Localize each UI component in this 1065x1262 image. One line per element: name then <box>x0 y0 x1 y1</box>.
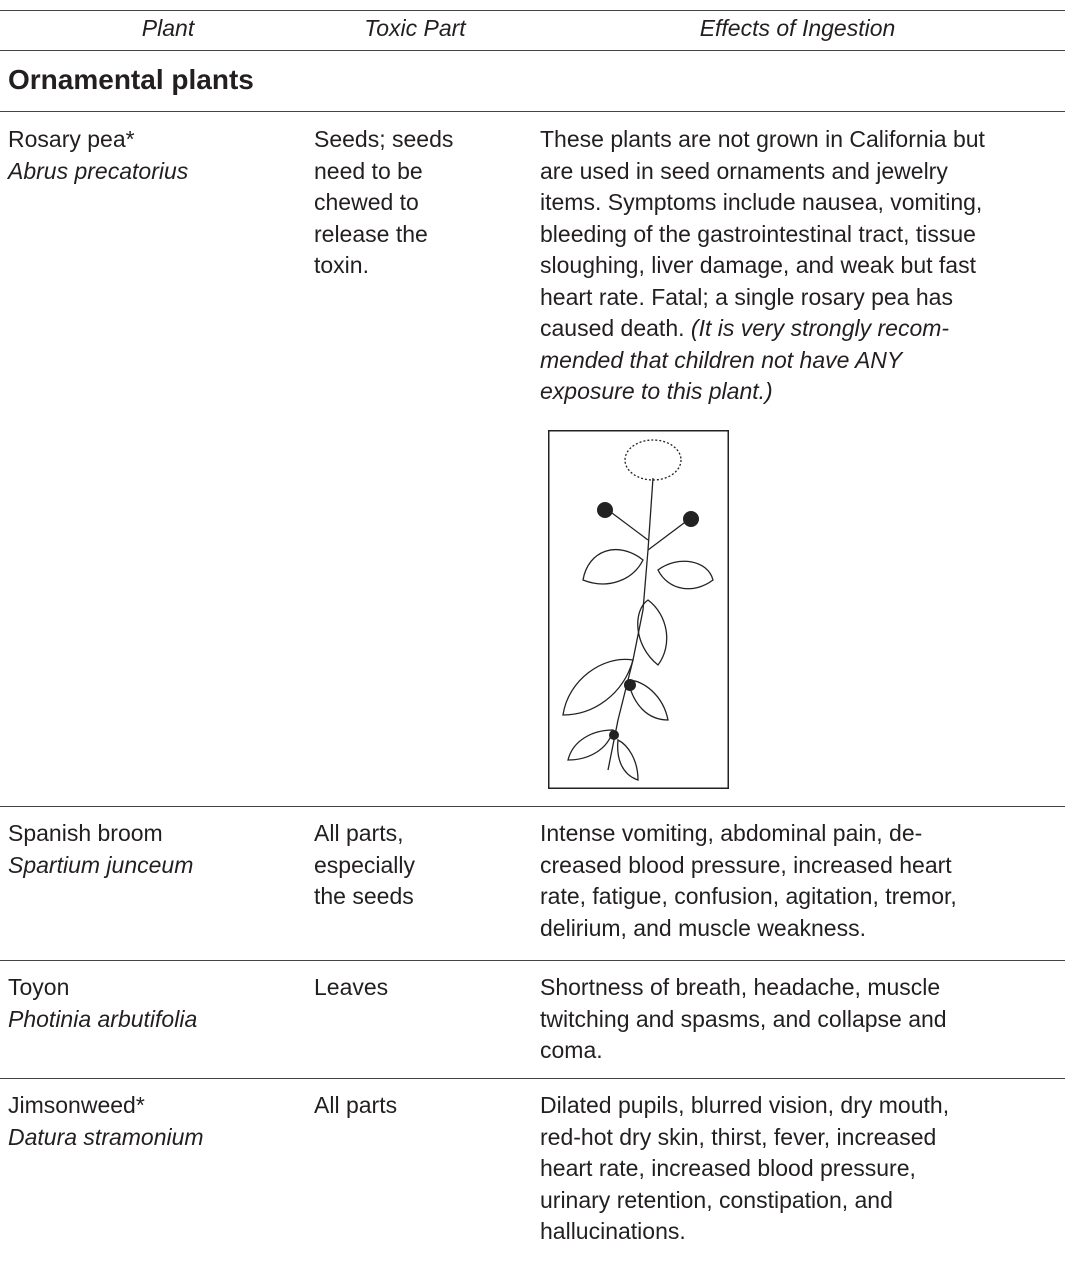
rule <box>0 10 1065 11</box>
plant-cell: Spanish broom Spartium junceum <box>8 818 298 881</box>
toxic-part-line: Seeds; seeds <box>314 126 454 152</box>
effects-cell: These plants are not grown in California… <box>540 124 1060 408</box>
effects-line: heart rate, increased blood pressure, <box>540 1155 916 1181</box>
toxic-part-cell: All parts <box>314 1090 524 1122</box>
effects-line: rate, fatigue, confusion, agitation, tre… <box>540 883 957 909</box>
toxic-part-cell: All parts, especially the seeds <box>314 818 524 913</box>
effects-line: Shortness of breath, headache, muscle <box>540 974 941 1000</box>
scientific-name: Photinia arbutifolia <box>8 1005 198 1032</box>
effects-line: red-hot dry skin, thirst, fever, increas… <box>540 1123 937 1150</box>
effects-line: creased blood pressure, increased heart <box>540 851 952 878</box>
rule <box>0 50 1065 51</box>
effects-cell: Intense vomiting, abdominal pain, de-cre… <box>540 818 1060 944</box>
scientific-name: Datura stramonium <box>8 1123 204 1150</box>
toxic-part-line: chewed to <box>314 189 419 215</box>
toxic-part-cell: Leaves <box>314 972 524 1004</box>
common-name: Toyon <box>8 974 70 1000</box>
effects-line: are used in seed ornaments and jewelry <box>540 157 948 184</box>
plant-cell: Toyon Photinia arbutifolia <box>8 972 298 1035</box>
effects-line: caused death. (It is very strongly recom… <box>540 313 1060 345</box>
note-line: mended that children not have ANY <box>540 346 903 373</box>
effects-cell: Dilated pupils, blurred vision, dry mout… <box>540 1090 1060 1248</box>
effects-line: coma. <box>540 1037 603 1063</box>
common-name: Rosary pea* <box>8 126 135 152</box>
rule <box>0 1078 1065 1079</box>
plant-illustration <box>548 430 729 789</box>
toxic-part-line: toxin. <box>314 252 369 278</box>
rule <box>0 111 1065 112</box>
plant-cell: Jimsonweed* Datura stramonium <box>8 1090 298 1153</box>
rule <box>0 960 1065 961</box>
toxic-part-line: All parts, <box>314 820 404 846</box>
section-title: Ornamental plants <box>8 64 254 95</box>
effects-line: sloughing, liver damage, and weak but fa… <box>540 252 976 278</box>
column-header: Toxic Part <box>364 15 466 41</box>
scientific-name: Abrus precatorius <box>8 157 189 184</box>
effects-line: urinary retention, constipation, and <box>540 1186 893 1213</box>
rule <box>0 806 1065 807</box>
column-header: Plant <box>141 15 195 41</box>
toxic-part-line: the seeds <box>314 883 414 909</box>
column-header: Effects of Ingestion <box>699 15 896 41</box>
effects-line: twitching and spasms, and collapse and <box>540 1005 947 1032</box>
effects-line: Dilated pupils, blurred vision, dry mout… <box>540 1092 950 1118</box>
effects-line: heart rate. Fatal; a single rosary pea h… <box>540 283 953 310</box>
note-line: exposure to this plant.) <box>540 378 773 404</box>
common-name: Jimsonweed* <box>8 1092 145 1118</box>
effects-line: delirium, and muscle weakness. <box>540 914 866 941</box>
effects-line: hallucinations. <box>540 1218 686 1244</box>
effects-line: items. Symptoms include nausea, vomiting… <box>540 189 983 215</box>
toxic-part-line: release the <box>314 220 428 247</box>
toxic-part-line: Leaves <box>314 974 389 1000</box>
toxic-part-line: All parts <box>314 1092 398 1118</box>
effects-line: Intense vomiting, abdominal pain, de- <box>540 820 923 846</box>
note-line: (It is very strongly recom- <box>690 315 950 341</box>
plant-cell: Rosary pea* Abrus precatorius <box>8 124 298 187</box>
toxic-part-cell: Seeds; seeds need to be chewed to release t… <box>314 124 524 282</box>
toxic-part-line: especially <box>314 851 415 878</box>
toxic-part-line: need to be <box>314 157 423 184</box>
effects-text: caused death. <box>540 315 685 341</box>
effects-cell: Shortness of breath, headache, muscle twi… <box>540 972 1060 1067</box>
scientific-name: Spartium junceum <box>8 851 194 878</box>
effects-line: bleeding of the gastrointestinal tract, … <box>540 220 976 247</box>
common-name: Spanish broom <box>8 820 163 846</box>
effects-line: These plants are not grown in California… <box>540 126 985 152</box>
